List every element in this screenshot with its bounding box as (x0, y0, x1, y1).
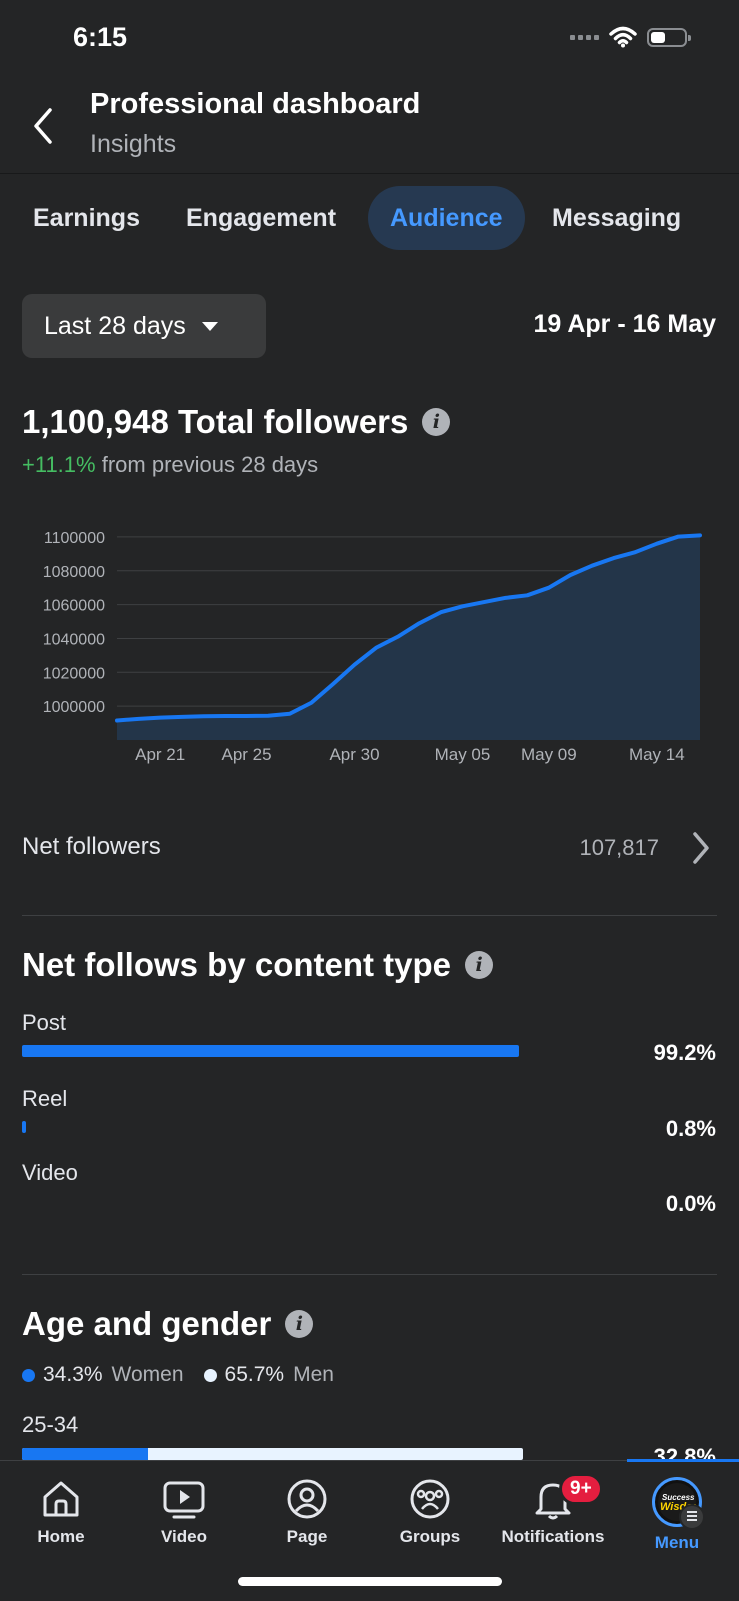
nav-menu-label: Menu (654, 1533, 700, 1552)
chevron-right-icon[interactable] (691, 830, 711, 866)
nav-home-label: Home (37, 1527, 85, 1546)
avatar-text-line1: Success (662, 1493, 695, 1502)
page-title: Professional dashboard (90, 88, 421, 120)
back-button[interactable] (30, 106, 56, 146)
age-gender-title: Age and gender (22, 1305, 272, 1342)
followers-chart: 1000000 1020000 1040000 1060000 1080000 11000… (43, 530, 702, 764)
avatar: Success Wisdom (652, 1477, 705, 1530)
content-type-pct-reel: 0.8% (665, 1116, 716, 1141)
signal-icon (570, 34, 599, 40)
page-icon (287, 1479, 327, 1519)
content-type-label-post: Post (22, 1010, 67, 1035)
men-legend-dot (203, 1368, 217, 1382)
x-tick-label: May 05 (435, 745, 491, 764)
status-icons (570, 26, 691, 48)
content-type-heading: Net follows by content type i (22, 946, 494, 984)
tab-audience[interactable]: Audience (368, 186, 525, 250)
x-tick-label: May 09 (521, 745, 577, 764)
section-divider (22, 915, 717, 916)
content-type-bar-post (22, 1045, 519, 1057)
content-type-label-video: Video (22, 1160, 78, 1185)
gender-legend: 34.3% Women 65.7% Men (22, 1363, 334, 1387)
men-pct: 65.7% (224, 1363, 285, 1386)
men-label: Men (293, 1363, 334, 1386)
active-nav-indicator (627, 1459, 739, 1462)
info-icon[interactable]: i (422, 408, 451, 436)
y-tick-label: 1040000 (43, 631, 105, 648)
status-time: 6:15 (73, 22, 128, 52)
y-tick-label: 1080000 (43, 564, 105, 581)
nav-home[interactable]: Home (1, 1477, 121, 1547)
change-percent: +11.1% (22, 452, 96, 477)
total-followers-text: 1,100,948 Total followers (22, 403, 409, 440)
age-gender-heading: Age and gender i (22, 1305, 314, 1343)
content-type-label-reel: Reel (22, 1086, 68, 1111)
date-range-text: 19 Apr - 16 May (533, 310, 716, 338)
total-followers-heading: 1,100,948 Total followers i (22, 403, 451, 441)
age-group-bar-women (22, 1448, 149, 1460)
nav-groups-label: Groups (399, 1527, 461, 1546)
net-followers-label[interactable]: Net followers (22, 833, 161, 860)
women-label: Women (111, 1363, 184, 1386)
home-indicator (238, 1577, 502, 1586)
video-icon (163, 1481, 205, 1519)
nav-video-label: Video (161, 1527, 207, 1546)
date-range-dropdown[interactable]: Last 28 days (22, 294, 266, 358)
followers-line (115, 533, 702, 723)
nav-groups[interactable]: Groups (370, 1477, 490, 1547)
home-icon (43, 1481, 79, 1517)
nav-page-label: Page (286, 1527, 328, 1546)
nav-video[interactable]: Video (124, 1477, 244, 1547)
change-line: +11.1% from previous 28 days (22, 452, 318, 478)
tab-messaging[interactable]: Messaging (552, 204, 682, 232)
x-tick-label: Apr 30 (329, 745, 379, 764)
x-tick-label: May 14 (629, 745, 685, 764)
age-group-label: 25-34 (22, 1412, 79, 1437)
notification-badge: 9+ (559, 1473, 603, 1505)
age-group-bar (22, 1448, 523, 1460)
date-range-dropdown-label: Last 28 days (44, 311, 186, 340)
tab-bar: Earnings Engagement Audience Messaging (0, 186, 739, 250)
change-description: from previous 28 days (101, 452, 319, 477)
nav-notifications[interactable]: 9+ Notifications (493, 1473, 613, 1547)
page-subtitle: Insights (90, 130, 177, 158)
content-type-pct-video: 0.0% (665, 1191, 716, 1216)
y-tick-label: 1000000 (43, 699, 105, 716)
content-type-title: Net follows by content type (22, 946, 452, 983)
tab-engagement[interactable]: Engagement (186, 204, 337, 232)
section-divider (22, 1274, 717, 1275)
wifi-icon (609, 26, 637, 48)
women-legend-dot (22, 1368, 35, 1382)
menu-icon (679, 1504, 705, 1530)
y-tick-label: 1100000 (44, 530, 105, 547)
header-divider (0, 173, 739, 174)
x-tick-label: Apr 21 (135, 745, 185, 764)
content-type-bar-reel (22, 1121, 26, 1133)
tab-earnings[interactable]: Earnings (33, 204, 140, 232)
y-tick-label: 1020000 (43, 665, 105, 682)
info-icon[interactable]: i (285, 1310, 314, 1338)
battery-icon (647, 27, 691, 47)
nav-page[interactable]: Page (247, 1477, 367, 1547)
net-followers-value[interactable]: 107,817 (579, 835, 659, 860)
followers-area (117, 535, 700, 740)
groups-icon (410, 1479, 450, 1519)
nav-notifications-label: Notifications (501, 1527, 605, 1546)
caret-down-icon (201, 321, 218, 331)
women-pct: 34.3% (43, 1363, 103, 1386)
x-tick-label: Apr 25 (222, 745, 272, 764)
content-type-pct-post: 99.2% (653, 1040, 716, 1065)
y-tick-label: 1060000 (43, 598, 105, 615)
nav-menu[interactable]: Success Wisdom Menu (617, 1477, 737, 1553)
info-icon[interactable]: i (465, 951, 494, 979)
